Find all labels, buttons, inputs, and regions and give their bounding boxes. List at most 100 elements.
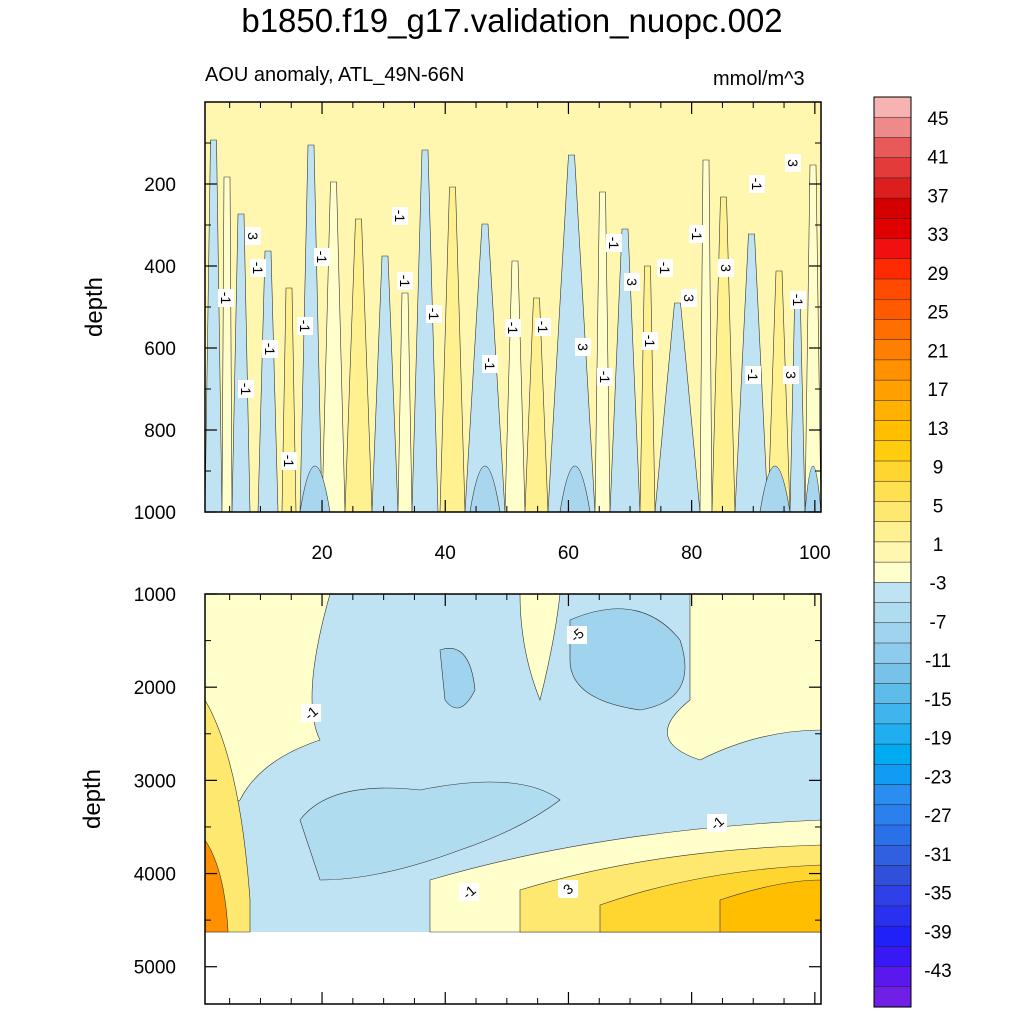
colorbar-swatch [873,764,912,786]
colorbar-swatch [873,865,912,887]
contour-label: -1 [642,332,658,350]
colorbar-swatch [873,137,912,159]
colorbar-label: -11 [925,651,951,672]
field-band [547,154,596,512]
field-band [666,594,821,761]
field-band [469,465,501,512]
colorbar-swatch [873,662,912,684]
colorbar-label: 1 [933,535,944,556]
colorbar-swatch [873,521,912,543]
colorbar-swatch [873,238,912,260]
colorbar-label: -19 [924,729,951,750]
y-tick-label: 5000 [134,958,176,979]
y-tick-label: 600 [144,339,176,360]
colorbar-swatch [873,460,912,482]
colorbar-label: 33 [927,225,948,246]
svg-text:-1: -1 [689,228,705,241]
colorbar-frame [873,96,912,1008]
colorbar-swatch [873,784,912,806]
contour-label: -1 [238,380,254,398]
contour-label: -1 [262,340,278,358]
field-band [559,465,591,512]
svg-text:-1: -1 [535,321,551,334]
colorbar-swatch [873,480,912,502]
colorbar-label: -39 [924,922,951,943]
svg-text:3: 3 [785,159,801,167]
colorbar-swatch [873,602,912,624]
colorbar-label: 5 [933,496,944,517]
svg-text:3: 3 [575,343,591,351]
x-tick-label: 60 [558,543,579,564]
contour-label: 3 [624,273,640,291]
svg-text:-1: -1 [392,210,408,223]
contour-label: -1 [397,272,413,290]
colorbar-swatch [873,582,912,604]
lower-panel-field [205,594,821,1004]
units-label: mmol/m^3 [713,68,805,90]
contour-label: 3 [785,154,801,172]
colorbar-label: 9 [933,458,944,479]
field-band [569,608,686,711]
contour-label: -1 [597,368,613,386]
contour-label: -1 [657,259,673,277]
colorbar-swatch [873,946,912,968]
upper-panel-field [205,102,821,512]
svg-text:-1: -1 [238,383,254,396]
colorbar-label: -35 [924,884,951,905]
contour-label: -1 [689,225,705,243]
svg-text:-1: -1 [482,358,498,371]
contour-label: -1 [250,259,266,277]
colorbar-label: -23 [924,767,951,788]
colorbar-swatch [873,96,912,118]
contour-label: -1 [535,318,551,336]
y-tick-label: 800 [144,421,176,442]
colorbar-label: 41 [927,148,948,169]
field-band [711,196,736,512]
contour-label: 3 [681,289,697,307]
contour-label: -1 [790,291,806,309]
y-tick-label: 4000 [134,865,176,886]
field-band [257,250,279,512]
contour-label: -1 [301,703,321,723]
colorbar-swatch [873,642,912,664]
colorbar-swatch [873,824,912,846]
colorbar-label: -3 [930,574,947,595]
field-band [519,594,561,701]
y-tick-label: 3000 [134,771,176,792]
upper-y-axis-title: depth [81,277,108,337]
x-tick-label: 100 [799,543,831,564]
svg-text:-1: -1 [314,251,330,264]
colorbar-swatch [873,683,912,705]
colorbar-swatch [873,298,912,320]
field-band [205,839,229,933]
svg-text:-1: -1 [262,343,278,356]
x-tick-label: 40 [435,543,456,564]
contour-label: -5 [567,625,587,645]
field-band [524,297,549,512]
svg-text:-1: -1 [597,371,613,384]
svg-text:-1: -1 [505,322,521,335]
contour-label: -1 [392,207,408,225]
field-band [411,149,439,512]
field-band [344,218,373,512]
svg-text:3: 3 [783,371,799,379]
contour-label: -1 [707,813,727,833]
y-tick-label: 1000 [134,585,176,606]
colorbar-swatch [873,986,912,1008]
svg-text:-1: -1 [745,369,761,382]
colorbar-swatch [873,218,912,240]
x-tick-label: 20 [311,543,332,564]
colorbar-swatch [873,966,912,988]
field-band [231,213,251,512]
svg-text:-1: -1 [642,335,658,348]
colorbar-swatch [873,116,912,138]
lower-panel-frame [204,593,822,1005]
colorbar-label: -31 [924,845,951,866]
colorbar-swatch [873,379,912,401]
svg-text:3: 3 [624,278,640,286]
colorbar-label: 45 [927,109,948,130]
colorbar-swatch [873,197,912,219]
colorbar: 45 41 37 33 29 25 21 17 13 9 5 1 -3 -7 -11 -15 -19 -23 -27… [873,96,952,1008]
field-band [699,159,713,512]
